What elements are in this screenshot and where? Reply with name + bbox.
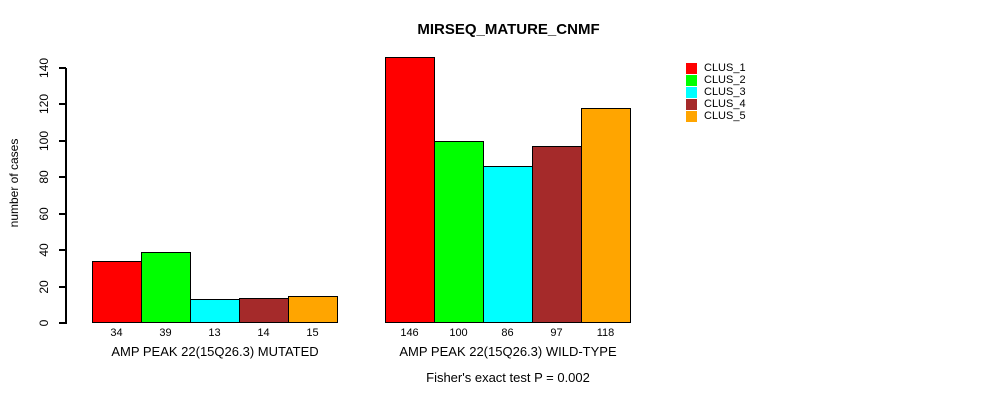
bar-clus_4-group0 <box>239 297 289 323</box>
bar-clus_3-group1 <box>483 166 533 323</box>
legend-swatch-icon <box>686 75 697 86</box>
y-axis-tick <box>59 285 66 288</box>
bar-clus_4-group1 <box>532 146 582 323</box>
legend-label: CLUS_1 <box>704 62 746 74</box>
y-axis-tick <box>59 322 66 324</box>
legend-item-clus_3: CLUS_3 <box>686 87 746 98</box>
legend-item-clus_5: CLUS_5 <box>686 111 746 122</box>
bar-value-label: 34 <box>110 327 123 339</box>
y-axis-line <box>65 68 67 324</box>
bar-clus_2-group0 <box>141 251 191 323</box>
bar-clus_1-group1 <box>385 57 435 323</box>
y-axis-tick-label: 120 <box>37 94 51 115</box>
bar-value-label: 14 <box>257 327 270 339</box>
y-axis-tick <box>59 249 66 252</box>
y-axis-tick <box>59 67 66 69</box>
bar-clus_3-group0 <box>190 299 240 323</box>
legend-swatch-icon <box>686 111 697 122</box>
y-axis-label: number of cases <box>7 138 21 228</box>
fisher-test-caption: Fisher's exact test P = 0.002 <box>426 370 590 385</box>
bar-value-label: 118 <box>596 327 615 339</box>
legend-swatch-icon <box>686 87 697 98</box>
legend-label: CLUS_4 <box>704 98 746 110</box>
bar-value-label: 100 <box>449 327 468 339</box>
bar-value-label: 39 <box>159 327 172 339</box>
x-group-label-wild-type: AMP PEAK 22(15Q26.3) WILD-TYPE <box>399 344 617 359</box>
legend-label: CLUS_3 <box>704 86 746 98</box>
x-group-label-mutated: AMP PEAK 22(15Q26.3) MUTATED <box>111 344 319 359</box>
bar-value-label: 97 <box>550 327 563 339</box>
y-axis-tick <box>59 139 66 142</box>
legend-label: CLUS_5 <box>704 110 746 122</box>
legend-item-clus_4: CLUS_4 <box>686 99 746 110</box>
legend-label: CLUS_2 <box>704 74 746 86</box>
y-axis-tick-label: 140 <box>37 57 51 79</box>
legend-item-clus_2: CLUS_2 <box>686 75 746 86</box>
bar-clus_1-group0 <box>92 261 142 323</box>
y-axis-tick <box>59 103 66 106</box>
y-axis-tick <box>59 176 66 179</box>
bar-value-label: 15 <box>306 327 319 339</box>
bar-value-label: 146 <box>400 327 419 339</box>
y-axis-tick-label: 40 <box>37 243 51 257</box>
legend-swatch-icon <box>686 99 697 110</box>
legend: CLUS_1 CLUS_2 CLUS_3 CLUS_4 CLUS_5 <box>686 63 746 123</box>
y-axis-tick-label: 0 <box>37 319 51 327</box>
y-axis-tick <box>59 212 66 215</box>
y-axis-tick-label: 60 <box>37 207 51 221</box>
y-axis-tick-label: 20 <box>37 279 51 294</box>
bar-clus_5-group0 <box>288 295 338 323</box>
chart-title: MIRSEQ_MATURE_CNMF <box>417 21 600 38</box>
bar-clus_2-group1 <box>434 140 484 323</box>
legend-item-clus_1: CLUS_1 <box>686 63 746 74</box>
legend-swatch-icon <box>686 63 697 74</box>
y-axis-tick-label: 100 <box>37 130 51 151</box>
bar-clus_5-group1 <box>581 108 631 323</box>
y-axis-tick-label: 80 <box>37 170 51 184</box>
bar-value-label: 86 <box>501 327 514 339</box>
bar-value-label: 13 <box>208 327 221 339</box>
